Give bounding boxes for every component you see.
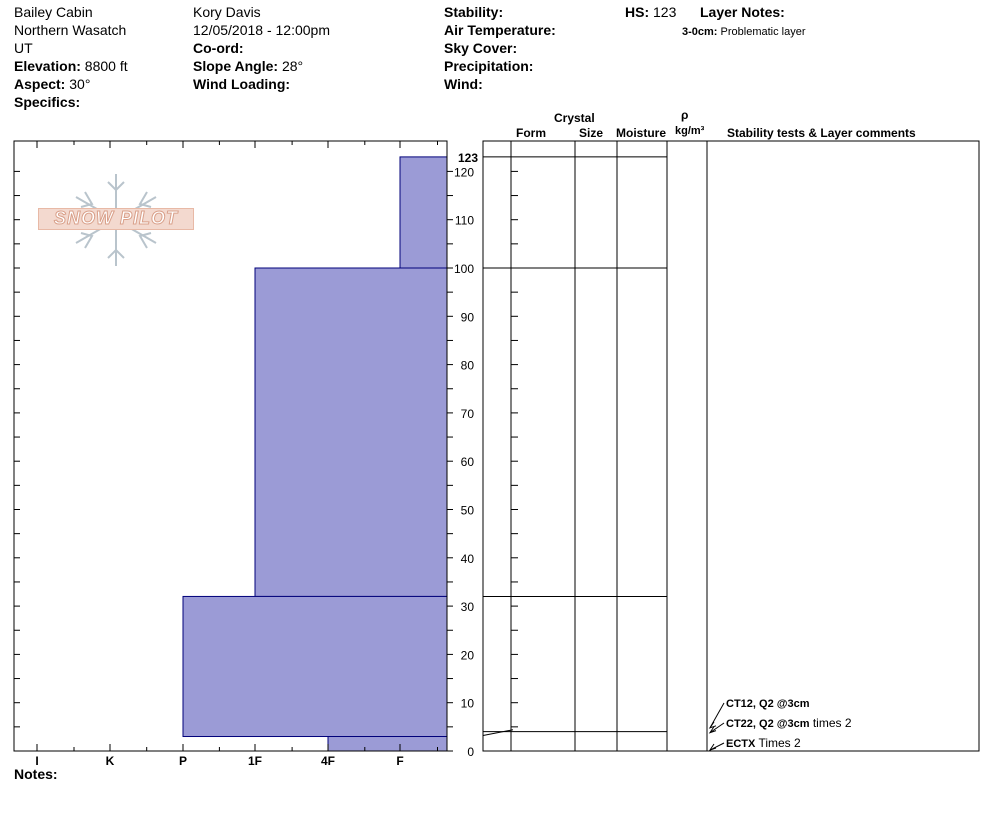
wind-label: Wind:: [444, 76, 483, 92]
hardness-label-K: K: [106, 754, 115, 768]
precipitation-label: Precipitation:: [444, 58, 534, 74]
coord-label: Co-ord:: [193, 40, 244, 56]
depth-label-100: 100: [454, 262, 474, 276]
moisture-header: Moisture: [616, 126, 667, 140]
hardness-bar-3: [327, 736, 448, 752]
density-unit: kg/m³: [675, 125, 705, 137]
slope-value: 28°: [281, 58, 304, 74]
depth-label-0: 0: [467, 745, 474, 759]
stability-test-arrowhead-2: [708, 743, 717, 751]
layer-table-frame: [482, 140, 980, 752]
aspect-value: 30°: [69, 76, 91, 92]
observer-name: Kory Davis: [193, 4, 261, 20]
stability-test-1: CT22, Q2 @3cm times 2: [726, 716, 852, 730]
crystal-header: Crystal: [554, 111, 595, 125]
wind-loading-label: Wind Loading:: [193, 76, 291, 92]
location-name: Bailey Cabin: [14, 4, 93, 20]
slope-row: Slope Angle: 28°: [193, 58, 303, 74]
logo-text: SNOW PILOT: [54, 208, 178, 229]
hs-label: HS:: [625, 4, 650, 20]
depth-label-120: 120: [454, 165, 474, 179]
depth-label-30: 30: [461, 600, 475, 614]
layer-note-depth: 3-0cm:: [682, 26, 718, 38]
size-header: Size: [579, 126, 604, 140]
mountain-range: Northern Wasatch: [14, 22, 127, 38]
sky-cover-label: Sky Cover:: [444, 40, 518, 56]
state: UT: [14, 40, 33, 56]
stability-test-arrow-1: [709, 722, 725, 734]
hardness-plot-frame: [13, 140, 448, 752]
stability-test-0: CT12, Q2 @3cm: [726, 698, 810, 710]
hardness-label-4F: 4F: [321, 754, 335, 768]
slope-label: Slope Angle:: [193, 58, 279, 74]
layer-leader-line: [482, 729, 514, 737]
depth-label-top: 123: [458, 151, 478, 165]
elevation-row: Elevation: 8800 ft: [14, 58, 128, 74]
hardness-label-P: P: [179, 754, 187, 768]
hardness-label-I: I: [35, 754, 38, 768]
hs-row: HS: 123: [625, 4, 676, 20]
depth-label-80: 80: [461, 359, 475, 373]
hardness-label-1F: 1F: [248, 754, 262, 768]
hs-value: 123: [653, 4, 677, 20]
layer-note-text: Problematic layer: [720, 26, 806, 38]
hardness-bar-2: [182, 595, 448, 738]
layer-notes-label: Layer Notes:: [700, 4, 785, 20]
layer-note-row: 3-0cm: Problematic layer: [682, 24, 806, 40]
stability-test-arrowhead-1: [708, 726, 717, 734]
air-temperature-label: Air Temperature:: [444, 22, 556, 38]
snowpilot-logo: SNOW PILOT: [36, 170, 196, 270]
stability-label: Stability:: [444, 4, 504, 20]
form-header: Form: [516, 126, 546, 140]
stability-test-arrowhead-0: [708, 721, 717, 729]
hardness-bar-1: [254, 267, 448, 597]
depth-label-50: 50: [461, 504, 475, 518]
elevation-label: Elevation:: [14, 58, 81, 74]
specifics-label: Specifics:: [14, 94, 81, 110]
logo-banner: [38, 208, 194, 230]
stability-test-2: ECTX Times 2: [726, 736, 801, 750]
aspect-row: Aspect: 30°: [14, 76, 90, 92]
density-symbol: ρ: [681, 108, 689, 122]
depth-label-60: 60: [461, 455, 475, 469]
depth-label-110: 110: [455, 214, 474, 228]
depth-label-90: 90: [461, 310, 475, 324]
hardness-label-F: F: [396, 754, 403, 768]
hardness-bar-0: [399, 156, 448, 269]
aspect-label: Aspect:: [14, 76, 66, 92]
elevation-value: 8800 ft: [84, 58, 128, 74]
depth-label-10: 10: [461, 697, 475, 711]
notes-label: Notes:: [14, 766, 58, 782]
depth-label-20: 20: [461, 648, 475, 662]
comments-header: Stability tests & Layer comments: [727, 126, 916, 140]
depth-label-70: 70: [461, 407, 475, 421]
observation-datetime: 12/05/2018 - 12:00pm: [193, 22, 330, 38]
depth-label-40: 40: [461, 552, 475, 566]
